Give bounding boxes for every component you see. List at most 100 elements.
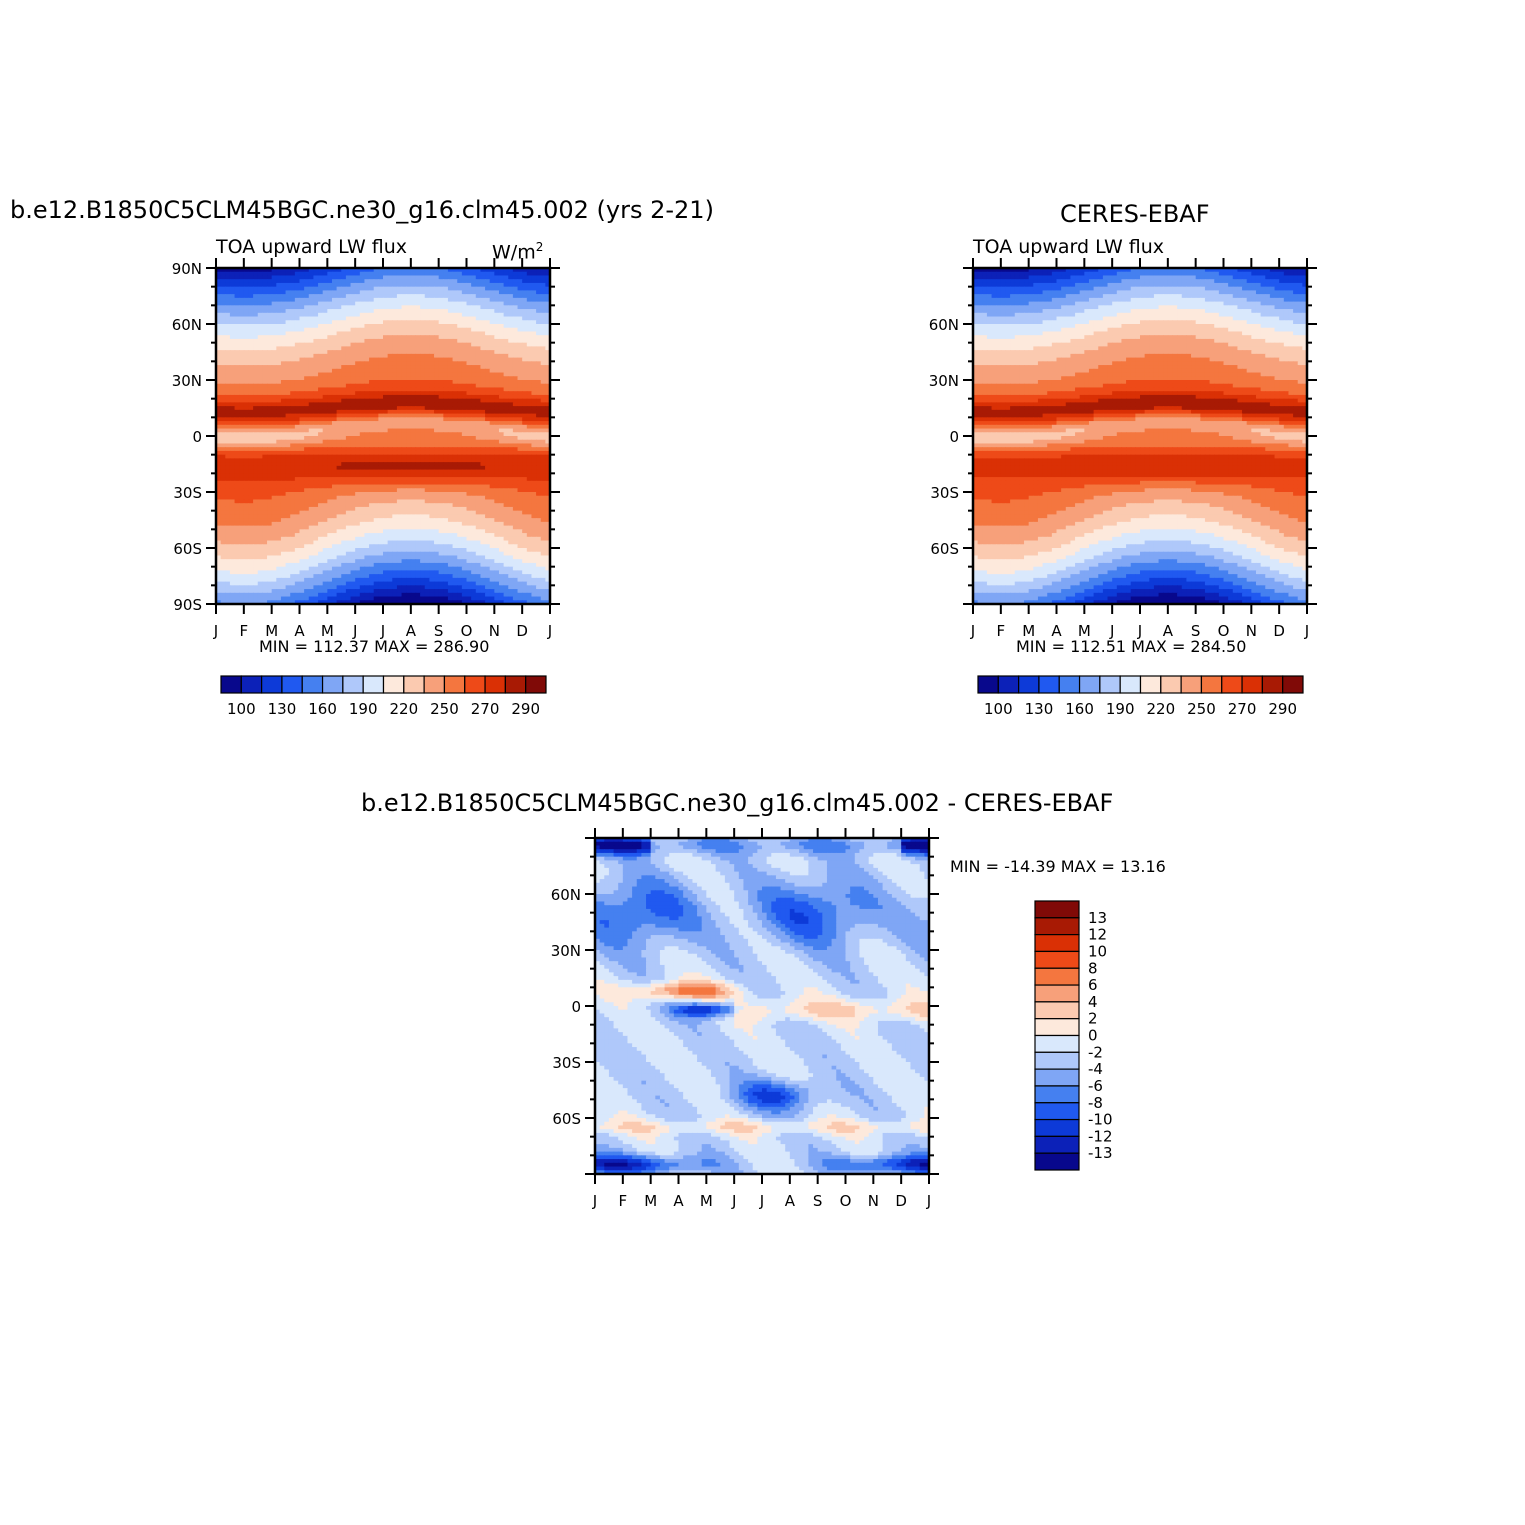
contour-cell: [308, 338, 315, 344]
contour-cell: [267, 432, 273, 437]
contour-cell: [234, 462, 240, 467]
contour-cell: [285, 301, 291, 306]
contour-cell: [308, 450, 315, 456]
contour-cell: [443, 506, 449, 512]
contour-cell: [503, 320, 509, 325]
contour-cell: [415, 331, 421, 336]
contour-cell: [536, 439, 542, 445]
contour-cell: [540, 473, 546, 478]
contour-cell: [410, 286, 417, 291]
contour-cell: [517, 458, 523, 463]
contour-cell: [457, 506, 463, 512]
contour-cell: [285, 510, 291, 515]
contour-cell: [262, 368, 268, 374]
contour-cell: [378, 305, 384, 310]
contour-cell: [517, 309, 523, 314]
contour-cell: [512, 365, 519, 370]
contour-cell: [540, 495, 546, 501]
contour-cell: [447, 510, 454, 515]
contour-cell: [508, 413, 514, 418]
contour-cell: [545, 447, 551, 452]
contour-cell: [480, 417, 486, 422]
contour-cell: [438, 387, 444, 392]
contour-cell: [410, 376, 417, 381]
contour-cell: [480, 275, 486, 280]
contour-cell: [434, 368, 440, 374]
contour-cell: [429, 506, 435, 512]
contour-cell: [540, 454, 546, 459]
contour-cell: [424, 454, 430, 459]
contour-cell: [239, 473, 245, 478]
contour-cell: [225, 406, 231, 411]
contour-cell: [304, 361, 310, 366]
contour-cell: [216, 447, 222, 452]
contour-cell: [234, 424, 240, 430]
contour-cell: [466, 402, 472, 407]
contour-cell: [475, 368, 482, 374]
contour-cell: [331, 514, 338, 519]
contour-cell: [522, 477, 528, 482]
contour-cell: [420, 447, 426, 452]
contour-cell: [355, 301, 361, 306]
contour-cell: [331, 495, 338, 501]
contour-cell: [401, 357, 407, 362]
contour-cell: [447, 436, 454, 441]
contour-cell: [313, 353, 319, 359]
contour-cell: [410, 282, 417, 288]
contour-cell: [489, 447, 495, 452]
contour-cell: [220, 484, 226, 489]
contour-cell: [443, 335, 449, 340]
contour-cell: [373, 439, 379, 445]
contour-cell: [369, 346, 375, 351]
contour-cell: [489, 436, 495, 441]
contour-cell: [262, 428, 268, 433]
contour-cell: [489, 417, 495, 422]
contour-cell: [429, 391, 435, 396]
contour-cell: [387, 335, 393, 340]
contour-cell: [243, 268, 250, 273]
contour-cell: [512, 357, 519, 362]
contour-cell: [536, 394, 542, 400]
contour-cell: [522, 309, 528, 314]
contour-cell: [262, 402, 268, 407]
contour-cell: [234, 503, 240, 508]
contour-cell: [406, 495, 412, 501]
contour-cell: [383, 290, 389, 295]
contour-cell: [420, 443, 426, 448]
contour-cell: [308, 432, 315, 437]
contour-cell: [489, 514, 495, 519]
contour-cell: [475, 353, 482, 359]
contour-cell: [475, 342, 482, 347]
contour-cell: [508, 324, 514, 329]
contour-cell: [545, 368, 551, 374]
contour-cell: [396, 398, 403, 403]
contour-cell: [378, 394, 384, 400]
contour-cell: [304, 309, 310, 314]
contour-cell: [443, 372, 449, 377]
contour-cell: [387, 406, 393, 411]
contour-cell: [220, 327, 226, 333]
contour-cell: [480, 477, 486, 482]
contour-cell: [322, 327, 328, 333]
contour-cell: [540, 361, 546, 366]
contour-cell: [512, 316, 519, 321]
contour-cell: [220, 305, 226, 310]
contour-cell: [225, 376, 231, 381]
contour-cell: [327, 320, 333, 325]
contour-cell: [526, 275, 533, 280]
contour-cell: [392, 342, 398, 347]
contour-cell: [234, 365, 240, 370]
contour-cell: [508, 465, 514, 471]
contour-cell: [447, 462, 454, 467]
contour-cell: [424, 357, 430, 362]
contour-cell: [248, 503, 254, 508]
contour-cell: [308, 365, 315, 370]
contour-cell: [308, 421, 315, 426]
contour-cell: [461, 275, 468, 280]
contour-cell: [443, 309, 449, 314]
contour-cell: [540, 409, 546, 415]
contour-cell: [406, 413, 412, 418]
contour-cell: [229, 324, 236, 329]
contour-cell: [355, 331, 361, 336]
contour-cell: [494, 398, 500, 403]
